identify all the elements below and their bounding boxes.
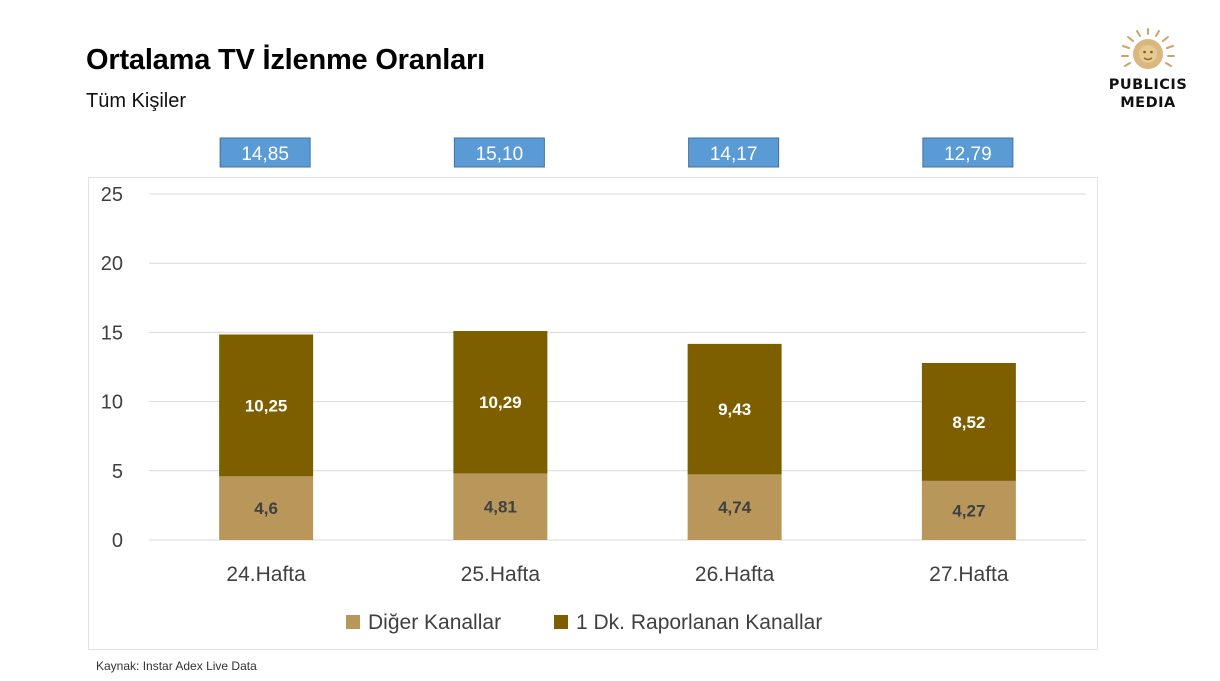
total-value-label: 15,10 bbox=[476, 144, 524, 165]
legend-label: Diğer Kanallar bbox=[368, 611, 501, 634]
total-value-label: 14,17 bbox=[710, 144, 758, 165]
data-label-diger: 4,27 bbox=[952, 501, 985, 520]
bar-diger-kanallar bbox=[687, 474, 782, 540]
x-category-label: 24.Hafta bbox=[226, 563, 306, 586]
x-category-label: 27.Hafta bbox=[929, 563, 1009, 586]
data-label-raporlanan: 8,52 bbox=[952, 413, 985, 432]
x-category-label: 25.Hafta bbox=[461, 563, 541, 586]
total-value-label: 12,79 bbox=[944, 144, 992, 165]
bar-raporlanan-kanallar bbox=[453, 331, 548, 474]
page-title: Ortalama TV İzlenme Oranları bbox=[86, 44, 485, 76]
data-label-raporlanan: 10,25 bbox=[245, 396, 288, 415]
total-value-box bbox=[922, 137, 1014, 168]
total-value-box bbox=[688, 137, 780, 168]
bar-raporlanan-kanallar bbox=[921, 362, 1016, 481]
data-label-diger: 4,81 bbox=[484, 498, 517, 517]
total-value-box bbox=[219, 137, 311, 168]
x-category-label: 26.Hafta bbox=[695, 563, 775, 586]
legend-swatch bbox=[554, 615, 568, 629]
totals-row: 14,85 15,10 14,17 12,79 bbox=[219, 137, 1014, 168]
y-tick-label: 15 bbox=[101, 322, 123, 344]
bar-raporlanan-kanallar bbox=[687, 343, 782, 475]
total-value-label: 14,85 bbox=[241, 144, 289, 165]
y-tick-label: 0 bbox=[112, 530, 123, 552]
logo-line1: PUBLICIS bbox=[1108, 77, 1188, 93]
y-tick-label: 5 bbox=[112, 461, 123, 483]
stacked-bar-chart: 0 5 10 15 20 25 4,6 10,25 24.Hafta 4,81 10,29 25.Ha… bbox=[101, 184, 1086, 634]
data-label-raporlanan: 9,43 bbox=[718, 400, 751, 419]
lion-emblem-icon bbox=[1121, 28, 1175, 69]
bar-diger-kanallar bbox=[921, 480, 1016, 540]
bar-raporlanan-kanallar bbox=[219, 334, 314, 477]
data-label-diger: 4,6 bbox=[254, 499, 278, 518]
page-subtitle: Tüm Kişiler bbox=[86, 90, 187, 112]
y-tick-label: 25 bbox=[101, 184, 123, 206]
y-tick-label: 10 bbox=[101, 392, 123, 414]
logo-line2: MEDIA bbox=[1120, 95, 1176, 111]
y-tick-label: 20 bbox=[101, 253, 123, 275]
data-label-diger: 4,74 bbox=[718, 498, 752, 517]
legend-label: 1 Dk. Raporlanan Kanallar bbox=[576, 611, 822, 634]
legend-swatch bbox=[346, 615, 360, 629]
chart-area: 0 5 10 15 20 25 4,6 10,25 24.Hafta 4,81 10,29 25.Ha… bbox=[88, 177, 1098, 650]
total-value-box bbox=[453, 137, 545, 168]
publicis-media-logo: PUBLICIS MEDIA bbox=[1090, 28, 1206, 118]
bar-diger-kanallar bbox=[219, 476, 314, 540]
bar-diger-kanallar bbox=[453, 473, 548, 540]
data-label-raporlanan: 10,29 bbox=[479, 393, 522, 412]
source-note: Kaynak: Instar Adex Live Data bbox=[96, 659, 257, 673]
